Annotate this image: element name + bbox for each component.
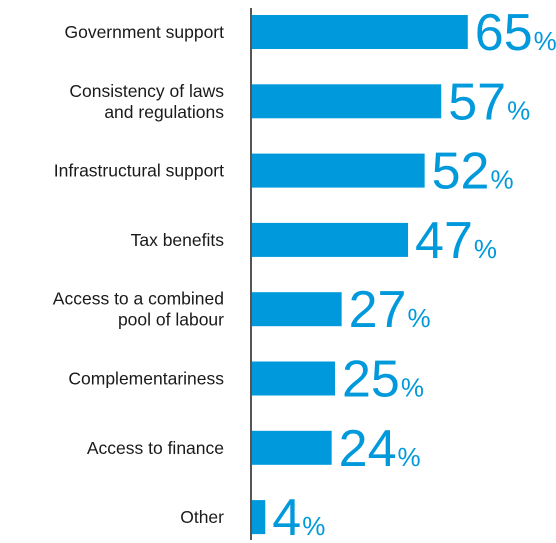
category-label: Complementariness: [68, 369, 224, 389]
category-label: Other: [180, 507, 224, 527]
category-labels-group: Government support Consistency of lawsand…: [53, 22, 224, 527]
value-number: 27: [349, 281, 407, 339]
percent-sign: %: [507, 95, 530, 125]
value-number: 25: [342, 351, 400, 409]
value-label: 4%: [272, 489, 325, 543]
bar: [252, 153, 425, 188]
category-label: Government support: [64, 22, 224, 42]
bar: [252, 292, 342, 327]
percent-sign: %: [407, 303, 430, 333]
value-label: 65%: [475, 4, 556, 62]
value-label: 25%: [342, 351, 424, 409]
percent-sign: %: [401, 373, 424, 403]
value-label: 47%: [415, 212, 497, 270]
percent-sign: %: [302, 511, 325, 541]
category-label: pool of labour: [118, 310, 224, 330]
bars-group: [252, 15, 468, 535]
value-labels-group: 65%57%52%47%27%25%24%4%: [272, 4, 556, 543]
value-label: 57%: [448, 73, 530, 131]
percent-sign: %: [490, 165, 513, 195]
value-number: 47: [415, 212, 473, 270]
bar: [252, 15, 468, 49]
category-label: Tax benefits: [131, 230, 225, 250]
percent-sign: %: [474, 234, 497, 264]
category-label: and regulations: [104, 102, 224, 122]
value-label: 52%: [432, 143, 514, 201]
value-number: 24: [339, 420, 397, 478]
value-label: 27%: [349, 281, 431, 339]
bar: [252, 361, 335, 396]
value-number: 57: [448, 73, 506, 131]
value-number: 52: [432, 143, 490, 201]
value-label: 24%: [339, 420, 421, 478]
category-label: Infrastructural support: [54, 161, 224, 181]
value-number: 4: [272, 489, 301, 543]
bar: [252, 222, 409, 257]
bar: [252, 430, 332, 465]
percent-sign: %: [534, 26, 556, 56]
percent-sign: %: [398, 442, 421, 472]
value-number: 65: [475, 4, 533, 62]
category-label: Access to a combined: [53, 289, 224, 309]
bar: [252, 500, 266, 535]
category-label: Access to finance: [87, 438, 224, 458]
bar: [252, 84, 442, 119]
category-label: Consistency of laws: [69, 81, 224, 101]
